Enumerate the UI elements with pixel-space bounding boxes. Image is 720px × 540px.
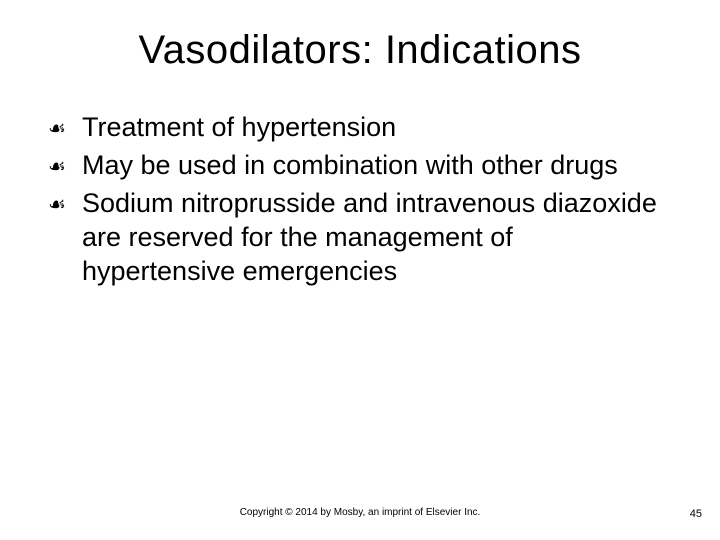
list-item: ☙ Treatment of hypertension <box>48 110 672 146</box>
bullet-text: Sodium nitroprusside and intravenous dia… <box>82 186 672 288</box>
list-item: ☙ Sodium nitroprusside and intravenous d… <box>48 186 672 288</box>
list-item: ☙ May be used in combination with other … <box>48 148 672 184</box>
bullet-icon: ☙ <box>48 110 82 146</box>
slide-body: ☙ Treatment of hypertension ☙ May be use… <box>48 110 672 290</box>
slide-title: Vasodilators: Indications <box>0 28 720 73</box>
copyright-footer: Copyright © 2014 by Mosby, an imprint of… <box>0 507 720 518</box>
page-number: 45 <box>690 508 702 520</box>
bullet-text: Treatment of hypertension <box>82 110 396 144</box>
bullet-icon: ☙ <box>48 148 82 184</box>
bullet-icon: ☙ <box>48 186 82 222</box>
bullet-text: May be used in combination with other dr… <box>82 148 618 182</box>
slide: Vasodilators: Indications ☙ Treatment of… <box>0 0 720 540</box>
